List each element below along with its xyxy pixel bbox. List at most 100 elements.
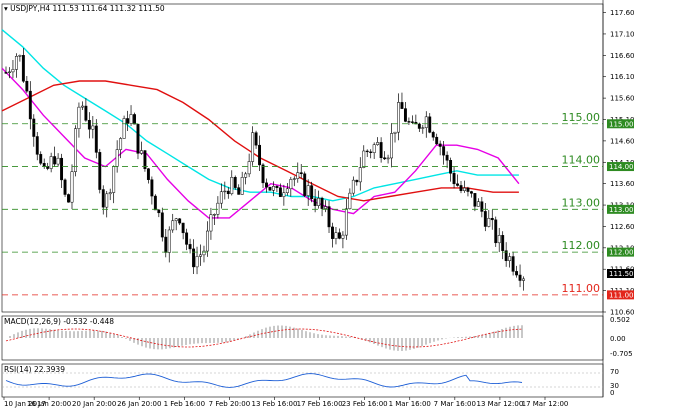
candle-body <box>56 157 60 165</box>
candle-body <box>94 125 98 153</box>
candle-body <box>91 125 95 130</box>
candle-body <box>473 193 477 207</box>
candle-body <box>77 106 81 129</box>
candle-body <box>469 191 473 194</box>
level-label-112.00: 112.00 <box>562 239 601 252</box>
candle-body <box>348 192 352 210</box>
candle-body <box>317 197 321 206</box>
candle-body <box>67 194 70 203</box>
macd-label: MACD(12,26,9) -0.532 -0.448 <box>4 317 114 326</box>
candle-body <box>292 178 296 180</box>
rsi-line <box>5 373 523 388</box>
rsi-tick-label: 30 <box>610 382 619 390</box>
candle-body <box>261 164 265 184</box>
candle-body <box>386 157 390 160</box>
candle-body <box>417 123 421 129</box>
candle-body <box>463 187 466 191</box>
candle-body <box>459 185 463 191</box>
candle-body <box>424 116 428 128</box>
candle-body <box>223 190 227 193</box>
candle-body <box>188 244 192 250</box>
candle-body <box>494 219 498 244</box>
candle-body <box>285 188 289 193</box>
candle-body <box>146 168 150 180</box>
candle-body <box>355 179 359 183</box>
candle-body <box>341 234 345 239</box>
candle-body <box>247 161 251 175</box>
candle-body <box>240 177 244 195</box>
candle-body <box>28 90 32 120</box>
candle-body <box>487 217 491 227</box>
candle-body <box>358 167 362 183</box>
level-label-113.00: 113.00 <box>562 196 601 209</box>
candle-body <box>258 144 262 166</box>
candle-body <box>310 185 314 200</box>
candle-body <box>456 183 459 186</box>
x-tick-label: 20 Jan 20:00 <box>72 400 116 408</box>
candle-body <box>80 105 84 108</box>
candle-body <box>410 121 414 123</box>
x-tick-label: 7 Feb 20:00 <box>209 400 250 408</box>
candle-body <box>35 136 39 155</box>
candle-body <box>39 154 43 164</box>
candle-body <box>421 127 425 129</box>
level-badge-text: 115.00 <box>609 120 634 128</box>
candle-body <box>518 274 522 281</box>
rsi-tick-label: 0 <box>610 389 614 397</box>
candle-body <box>101 189 105 208</box>
main-pane <box>1 3 604 313</box>
candle-body <box>466 187 470 192</box>
candle-body <box>53 156 57 165</box>
candle-body <box>344 208 348 236</box>
x-tick-label: 1 Feb 16:00 <box>164 400 205 408</box>
level-badge-text: 113.00 <box>609 206 634 214</box>
level-badge-text: 112.00 <box>609 249 634 257</box>
candle-body <box>143 150 147 169</box>
candle-body <box>60 157 64 181</box>
candle-body <box>164 236 168 253</box>
level-label-115.00: 115.00 <box>562 111 601 124</box>
candle-body <box>150 179 154 197</box>
candle-body <box>192 248 196 268</box>
candle-body <box>25 80 29 92</box>
candle-body <box>480 201 484 212</box>
candle-body <box>157 209 161 214</box>
candle-body <box>268 186 272 191</box>
candle-body <box>271 186 275 191</box>
level-badge-112.00 <box>607 247 634 257</box>
candle-body <box>403 108 407 122</box>
y-tick-label: 117.10 <box>610 30 635 38</box>
candle-body <box>219 191 223 204</box>
candle-body <box>70 171 74 203</box>
candle-body <box>376 142 380 145</box>
y-tick-label: 115.60 <box>610 95 635 103</box>
level-badge-text: 114.00 <box>609 163 634 171</box>
candle-body <box>230 177 234 195</box>
candle-body <box>122 118 126 139</box>
candle-body <box>303 173 307 196</box>
candle-body <box>452 173 456 185</box>
candle-body <box>275 186 279 188</box>
candle-body <box>383 157 387 160</box>
candle-body <box>306 185 310 196</box>
rsi-label: RSI(14) 22.3939 <box>4 365 65 374</box>
candle-body <box>206 230 209 252</box>
level-badge-111.00 <box>607 290 634 300</box>
x-tick-label: 1 Mar 16:00 <box>389 400 431 408</box>
candle-body <box>63 179 67 195</box>
level-label-114.00: 114.00 <box>562 154 601 167</box>
candle-body <box>226 190 230 195</box>
candle-body <box>449 160 453 174</box>
candle-body <box>11 69 15 73</box>
x-tick-label: 16 Jan 20:00 <box>27 400 71 408</box>
candle-body <box>282 192 286 197</box>
x-tick-label: 13 Feb 16:00 <box>252 400 298 408</box>
symbol-info: ▾ USDJPY,H4 111.53 111.64 111.32 111.50 <box>4 4 165 13</box>
candle-body <box>181 222 185 234</box>
level-badge-114.00 <box>607 162 634 172</box>
candle-body <box>515 271 519 276</box>
candle-body <box>337 232 341 239</box>
candle-body <box>289 179 293 190</box>
